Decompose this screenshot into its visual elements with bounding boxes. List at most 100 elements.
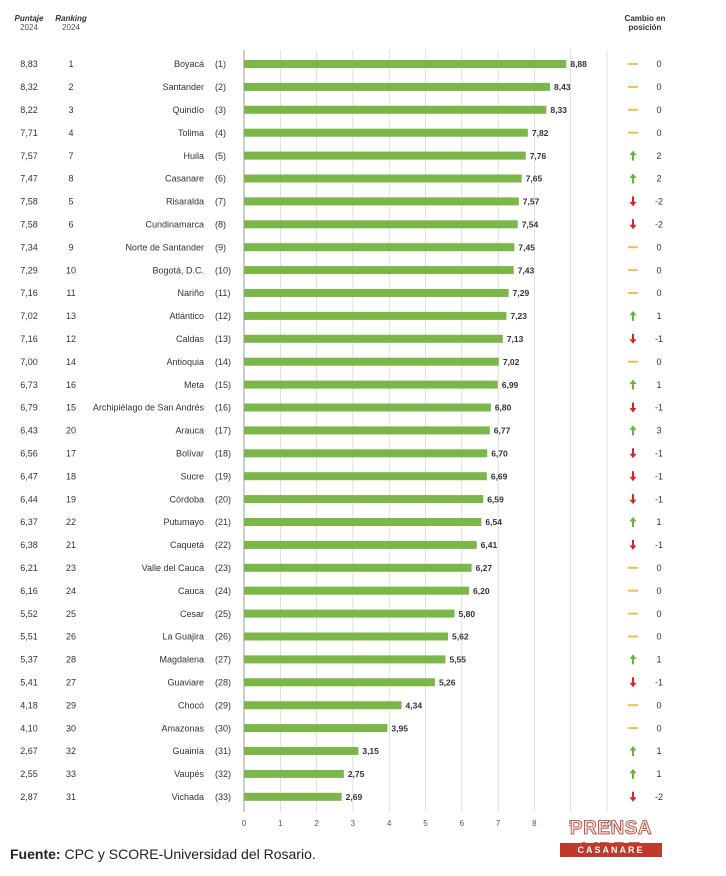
department-label-20: Putumayo bbox=[163, 517, 204, 527]
prev-rank-28: (29) bbox=[215, 700, 231, 710]
x-tick-label-2: 2 bbox=[314, 819, 319, 828]
prev-rank-1: (2) bbox=[215, 82, 226, 92]
trend-up-arrow-26 bbox=[629, 654, 637, 665]
trend-up-arrow-11 bbox=[629, 310, 637, 321]
bar-value-label-17: 6,70 bbox=[491, 449, 508, 459]
rank-2024-14: 16 bbox=[66, 380, 76, 390]
rank-2024-28: 29 bbox=[66, 700, 76, 710]
department-label-2: Quindío bbox=[172, 105, 204, 115]
bar-10 bbox=[244, 289, 509, 297]
bar-value-label-30: 3,15 bbox=[362, 746, 379, 756]
rank-2024-10: 11 bbox=[66, 288, 75, 298]
bar-value-label-1: 8,43 bbox=[554, 82, 571, 92]
bar-32 bbox=[244, 792, 342, 801]
x-tick-label-1: 1 bbox=[278, 819, 283, 828]
prev-rank-16: (17) bbox=[215, 426, 231, 436]
trend-down-arrow-6 bbox=[629, 196, 637, 207]
bar-24 bbox=[244, 609, 455, 618]
trend-down-arrow-7 bbox=[629, 219, 637, 230]
position-change-27: -1 bbox=[655, 678, 663, 688]
score-2024-0: 8,83 bbox=[20, 59, 38, 69]
prev-rank-31: (32) bbox=[215, 769, 231, 779]
bar-2 bbox=[244, 105, 547, 114]
department-label-6: Risaralda bbox=[166, 197, 204, 207]
bar-27 bbox=[244, 678, 435, 687]
position-change-20: 1 bbox=[656, 517, 661, 527]
position-change-31: 1 bbox=[656, 769, 661, 779]
bar-value-label-13: 7,02 bbox=[503, 357, 520, 367]
x-tick-label-8: 8 bbox=[532, 819, 537, 828]
position-change-2: 0 bbox=[656, 105, 661, 115]
department-label-32: Vichada bbox=[172, 792, 204, 802]
rank-2024-17: 17 bbox=[66, 449, 76, 459]
bar-value-label-22: 6,27 bbox=[476, 563, 493, 573]
prev-rank-6: (7) bbox=[215, 197, 226, 207]
bar-21 bbox=[244, 540, 477, 549]
trend-down-arrow-15 bbox=[629, 402, 637, 413]
score-2024-17: 6,56 bbox=[20, 449, 38, 459]
bar-8 bbox=[244, 243, 515, 252]
prensa-libre-logo: PRENSA LIBRE CASANARE bbox=[552, 818, 670, 864]
bar-15 bbox=[244, 403, 491, 412]
rank-2024-24: 25 bbox=[66, 609, 76, 619]
x-tick-label-10: 10 bbox=[603, 819, 612, 828]
department-label-11: Atlántico bbox=[169, 311, 204, 321]
bar-22 bbox=[244, 563, 472, 572]
bar-7 bbox=[244, 220, 518, 229]
score-2024-10: 7,16 bbox=[20, 288, 38, 298]
bar-value-label-25: 5,62 bbox=[452, 632, 469, 642]
position-change-8: 0 bbox=[656, 242, 661, 252]
position-change-17: -1 bbox=[655, 449, 663, 459]
x-tick-label-0: 0 bbox=[242, 819, 247, 828]
bar-value-label-20: 6,54 bbox=[485, 517, 502, 527]
bar-value-label-24: 5,80 bbox=[459, 609, 476, 619]
position-change-25: 0 bbox=[656, 632, 661, 642]
position-change-19: -1 bbox=[655, 494, 663, 504]
department-label-18: Sucre bbox=[180, 471, 204, 481]
bar-value-label-11: 7,23 bbox=[510, 311, 527, 321]
department-label-24: Cesar bbox=[180, 609, 204, 619]
rank-2024-7: 6 bbox=[68, 220, 73, 230]
rank-2024-15: 15 bbox=[66, 403, 76, 413]
position-change-26: 1 bbox=[656, 655, 661, 665]
bar-12 bbox=[244, 334, 503, 343]
bar-value-label-18: 6,69 bbox=[491, 471, 508, 481]
bar-value-label-14: 6,99 bbox=[502, 380, 519, 390]
header-score-title: Puntaje bbox=[14, 14, 44, 23]
bar-14 bbox=[244, 380, 498, 389]
score-2024-16: 6,43 bbox=[20, 426, 38, 436]
rank-2024-22: 23 bbox=[66, 563, 76, 573]
header-rank-title: Ranking bbox=[55, 14, 87, 23]
prev-rank-11: (12) bbox=[215, 311, 231, 321]
department-label-19: Córdoba bbox=[169, 494, 204, 504]
header-rank-year: 2024 bbox=[62, 23, 80, 32]
score-2024-8: 7,34 bbox=[20, 242, 38, 252]
department-label-15: Archipiélago de San Andrés bbox=[93, 403, 205, 413]
x-tick-label-4: 4 bbox=[387, 819, 392, 828]
header-score-year: 2024 bbox=[20, 23, 38, 32]
position-change-9: 0 bbox=[656, 265, 661, 275]
trend-down-arrow-12 bbox=[629, 333, 637, 344]
score-2024-5: 7,47 bbox=[20, 174, 38, 184]
position-change-12: -1 bbox=[655, 334, 663, 344]
score-2024-14: 6,73 bbox=[20, 380, 38, 390]
rank-2024-3: 4 bbox=[68, 128, 73, 138]
department-label-17: Bolívar bbox=[176, 449, 204, 459]
prev-rank-25: (26) bbox=[215, 632, 231, 642]
department-label-27: Guaviare bbox=[167, 678, 204, 688]
position-change-10: 0 bbox=[656, 288, 661, 298]
rank-2024-32: 31 bbox=[66, 792, 76, 802]
header-change-line2: posición bbox=[628, 23, 662, 32]
prev-rank-7: (8) bbox=[215, 220, 226, 230]
department-label-10: Nariño bbox=[177, 288, 204, 298]
trend-down-arrow-21 bbox=[629, 539, 637, 550]
bar-1 bbox=[244, 82, 551, 91]
bar-value-label-4: 7,76 bbox=[530, 151, 547, 161]
score-2024-26: 5,37 bbox=[20, 655, 38, 665]
trend-up-arrow-31 bbox=[629, 768, 637, 779]
prev-rank-20: (21) bbox=[215, 517, 231, 527]
prev-rank-15: (16) bbox=[215, 403, 231, 413]
department-label-3: Tolima bbox=[178, 128, 204, 138]
department-label-26: Magdalena bbox=[159, 655, 204, 665]
prev-rank-24: (25) bbox=[215, 609, 231, 619]
